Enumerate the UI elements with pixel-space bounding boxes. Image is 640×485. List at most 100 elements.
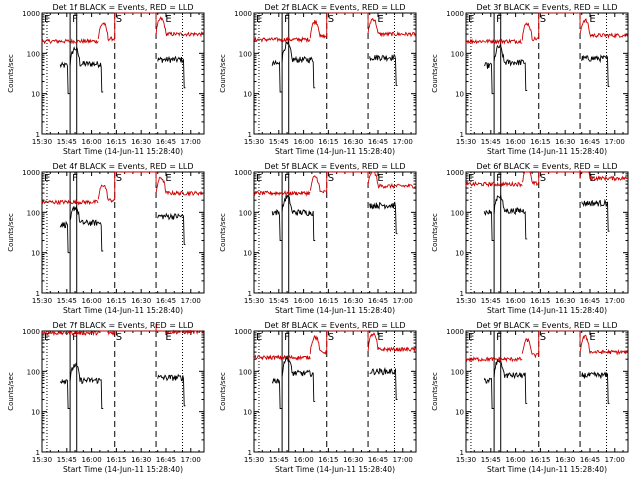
marker-label-f: F bbox=[72, 14, 78, 25]
lld-series-saa-segment bbox=[538, 330, 581, 356]
marker-label-f: F bbox=[72, 173, 78, 184]
marker-label-e-left: E bbox=[256, 14, 262, 25]
lld-series-segment-2 bbox=[309, 19, 328, 39]
plot-frame bbox=[41, 12, 205, 135]
x-tick-label: 16:30 bbox=[131, 297, 151, 305]
lld-series-segment-1 bbox=[41, 198, 99, 206]
x-tick-label: 16:15 bbox=[530, 456, 550, 464]
y-axis-label: Counts/sec bbox=[7, 372, 15, 411]
marker-label-f: F bbox=[496, 14, 502, 25]
marker-label-e-left: E bbox=[468, 173, 474, 184]
lld-series-saa-segment bbox=[538, 12, 581, 39]
marker-label-e-left: E bbox=[468, 14, 474, 25]
events-series-segment-2 bbox=[281, 194, 316, 241]
lld-series-segment-1 bbox=[41, 329, 99, 337]
x-tick-label: 16:00 bbox=[81, 297, 101, 305]
marker-label-s: S bbox=[116, 14, 122, 25]
marker-label-f: F bbox=[72, 332, 78, 343]
x-tick-label: 15:45 bbox=[269, 456, 289, 464]
marker-label-s: S bbox=[328, 173, 334, 184]
x-tick-label: 16:30 bbox=[131, 456, 151, 464]
events-series-segment-1 bbox=[483, 377, 495, 409]
lld-series-saa-segment bbox=[114, 171, 157, 201]
chart-title: Det 4f BLACK = Events, RED = LLD bbox=[52, 162, 193, 171]
y-tick-label: 10 bbox=[243, 91, 252, 99]
plot-frame bbox=[253, 171, 417, 294]
events-series-segment-1 bbox=[483, 209, 495, 241]
y-tick-label: 1000 bbox=[234, 328, 252, 336]
y-tick-label: 1000 bbox=[446, 10, 464, 18]
x-tick-label: 16:45 bbox=[156, 456, 176, 464]
x-tick-label: 16:30 bbox=[131, 138, 151, 146]
lld-series-segment-3 bbox=[156, 329, 205, 336]
y-tick-label: 100 bbox=[451, 368, 464, 376]
marker-label-e-left: E bbox=[256, 173, 262, 184]
chart-title: Det 8f BLACK = Events, RED = LLD bbox=[264, 321, 405, 330]
y-axis-label: Counts/sec bbox=[219, 213, 227, 252]
marker-label-e: E bbox=[377, 14, 383, 25]
x-tick-label: 16:00 bbox=[293, 297, 313, 305]
chart-title: Det 9f BLACK = Events, RED = LLD bbox=[476, 321, 617, 330]
lld-series-segment-1 bbox=[41, 38, 99, 45]
y-tick-label: 10 bbox=[455, 91, 464, 99]
events-series-segment-3 bbox=[581, 54, 610, 88]
marker-label-s: S bbox=[540, 173, 546, 184]
y-tick-label: 100 bbox=[27, 50, 40, 58]
chart-panel-3: Det 3f BLACK = Events, RED = LLD Counts/s… bbox=[431, 3, 629, 156]
y-tick-label: 1 bbox=[36, 290, 40, 298]
events-series-segment-2 bbox=[493, 357, 528, 404]
x-axis-label: Start Time (14-Jun-11 15:28:40) bbox=[487, 465, 607, 474]
events-series-segment-3 bbox=[581, 371, 610, 404]
x-axis-label: Start Time (14-Jun-11 15:28:40) bbox=[487, 306, 607, 315]
chart-panel-5: Det 5f BLACK = Events, RED = LLD Counts/s… bbox=[219, 162, 417, 315]
lld-series-segment-2 bbox=[309, 175, 328, 194]
y-tick-label: 10 bbox=[243, 409, 252, 417]
y-tick-label: 1 bbox=[460, 131, 464, 139]
x-axis-label: Start Time (14-Jun-11 15:28:40) bbox=[275, 465, 395, 474]
lld-series-segment-3 bbox=[155, 16, 205, 38]
x-tick-label: 15:45 bbox=[481, 138, 501, 146]
x-tick-label: 16:00 bbox=[81, 456, 101, 464]
events-series-segment-2 bbox=[493, 44, 528, 91]
x-axis-label: Start Time (14-Jun-11 15:28:40) bbox=[275, 306, 395, 315]
lld-series-saa-segment bbox=[114, 323, 157, 333]
lld-series-segment-3 bbox=[367, 331, 416, 353]
events-series-segment-3 bbox=[157, 373, 186, 407]
y-tick-label: 100 bbox=[451, 209, 464, 217]
events-series-segment-1 bbox=[484, 62, 495, 95]
x-tick-label: 16:30 bbox=[343, 138, 363, 146]
x-tick-label: 16:00 bbox=[293, 138, 313, 146]
marker-label-s: S bbox=[116, 173, 122, 184]
y-axis-label: Counts/sec bbox=[431, 213, 439, 252]
events-series-segment-3 bbox=[157, 212, 186, 245]
events-series-segment-2 bbox=[69, 46, 104, 93]
x-tick-label: 16:00 bbox=[505, 138, 525, 146]
marker-label-s: S bbox=[328, 332, 334, 343]
chart-title: Det 1f BLACK = Events, RED = LLD bbox=[52, 3, 193, 12]
lld-series-segment-3 bbox=[155, 176, 204, 197]
y-tick-label: 1 bbox=[248, 449, 252, 457]
x-tick-label: 17:00 bbox=[605, 138, 625, 146]
x-tick-label: 16:15 bbox=[106, 456, 126, 464]
y-tick-label: 10 bbox=[455, 250, 464, 258]
events-series-segment-1 bbox=[59, 61, 71, 95]
y-tick-label: 100 bbox=[239, 368, 252, 376]
x-tick-label: 15:30 bbox=[244, 297, 264, 305]
y-axis-label: Counts/sec bbox=[219, 54, 227, 93]
marker-label-e-left: E bbox=[44, 332, 50, 343]
lld-series-segment-3 bbox=[367, 17, 417, 38]
chart-title: Det 7f BLACK = Events, RED = LLD bbox=[52, 321, 193, 330]
x-tick-label: 16:45 bbox=[156, 297, 176, 305]
x-tick-label: 16:15 bbox=[318, 297, 338, 305]
x-tick-label: 16:45 bbox=[368, 297, 388, 305]
y-tick-label: 1 bbox=[36, 131, 40, 139]
lld-series-segment-2 bbox=[309, 334, 328, 355]
events-series-segment-3 bbox=[369, 53, 398, 86]
plot-frame bbox=[465, 330, 629, 453]
events-series-segment-2 bbox=[69, 362, 104, 409]
y-axis-label: Counts/sec bbox=[7, 213, 15, 252]
x-axis-label: Start Time (14-Jun-11 15:28:40) bbox=[487, 147, 607, 156]
x-tick-label: 15:30 bbox=[32, 456, 52, 464]
x-tick-label: 16:30 bbox=[343, 456, 363, 464]
y-tick-label: 1 bbox=[248, 131, 252, 139]
